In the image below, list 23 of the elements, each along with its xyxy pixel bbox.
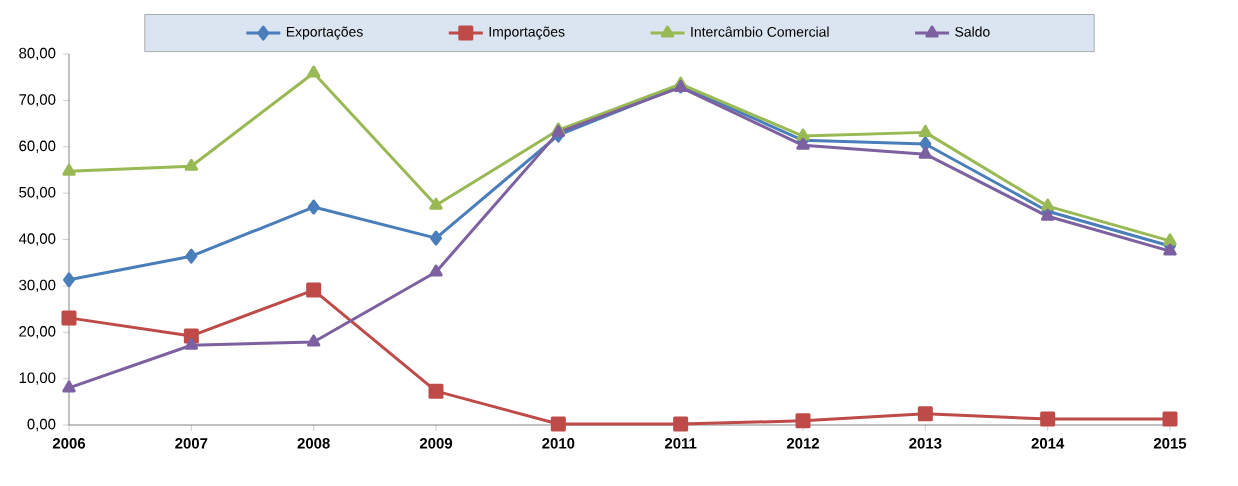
legend-label: Saldo <box>955 26 990 37</box>
legend-label: Intercâmbio Comercial <box>691 26 829 37</box>
x-tick-label: 2011 <box>664 438 697 449</box>
x-tick-label: 2006 <box>52 438 86 449</box>
x-tick-label: 2007 <box>175 438 208 449</box>
y-tick-label: 70,00 <box>19 94 56 107</box>
legend-label: Exportações <box>286 26 363 40</box>
y-tick-label: 10,00 <box>19 372 56 385</box>
x-tick-label: 2012 <box>786 438 820 449</box>
y-tick-label: 30,00 <box>19 279 56 293</box>
legend-label: Importações <box>489 26 565 40</box>
x-tick-label: 2009 <box>419 438 453 449</box>
y-tick-label: 0,00 <box>27 418 56 432</box>
x-tick-label: 2015 <box>1153 438 1187 449</box>
x-tick-label: 2010 <box>542 438 575 449</box>
y-tick-label: 40,00 <box>18 233 56 246</box>
x-tick-label: 2008 <box>297 438 330 449</box>
y-tick-label: 60,00 <box>19 140 56 153</box>
y-tick-label: 20,00 <box>19 326 56 339</box>
y-tick-label: 50,00 <box>19 186 56 200</box>
y-tick-label: 80,00 <box>19 47 56 61</box>
x-tick-label: 2014 <box>1031 438 1065 449</box>
x-tick-label: 2013 <box>909 438 942 449</box>
